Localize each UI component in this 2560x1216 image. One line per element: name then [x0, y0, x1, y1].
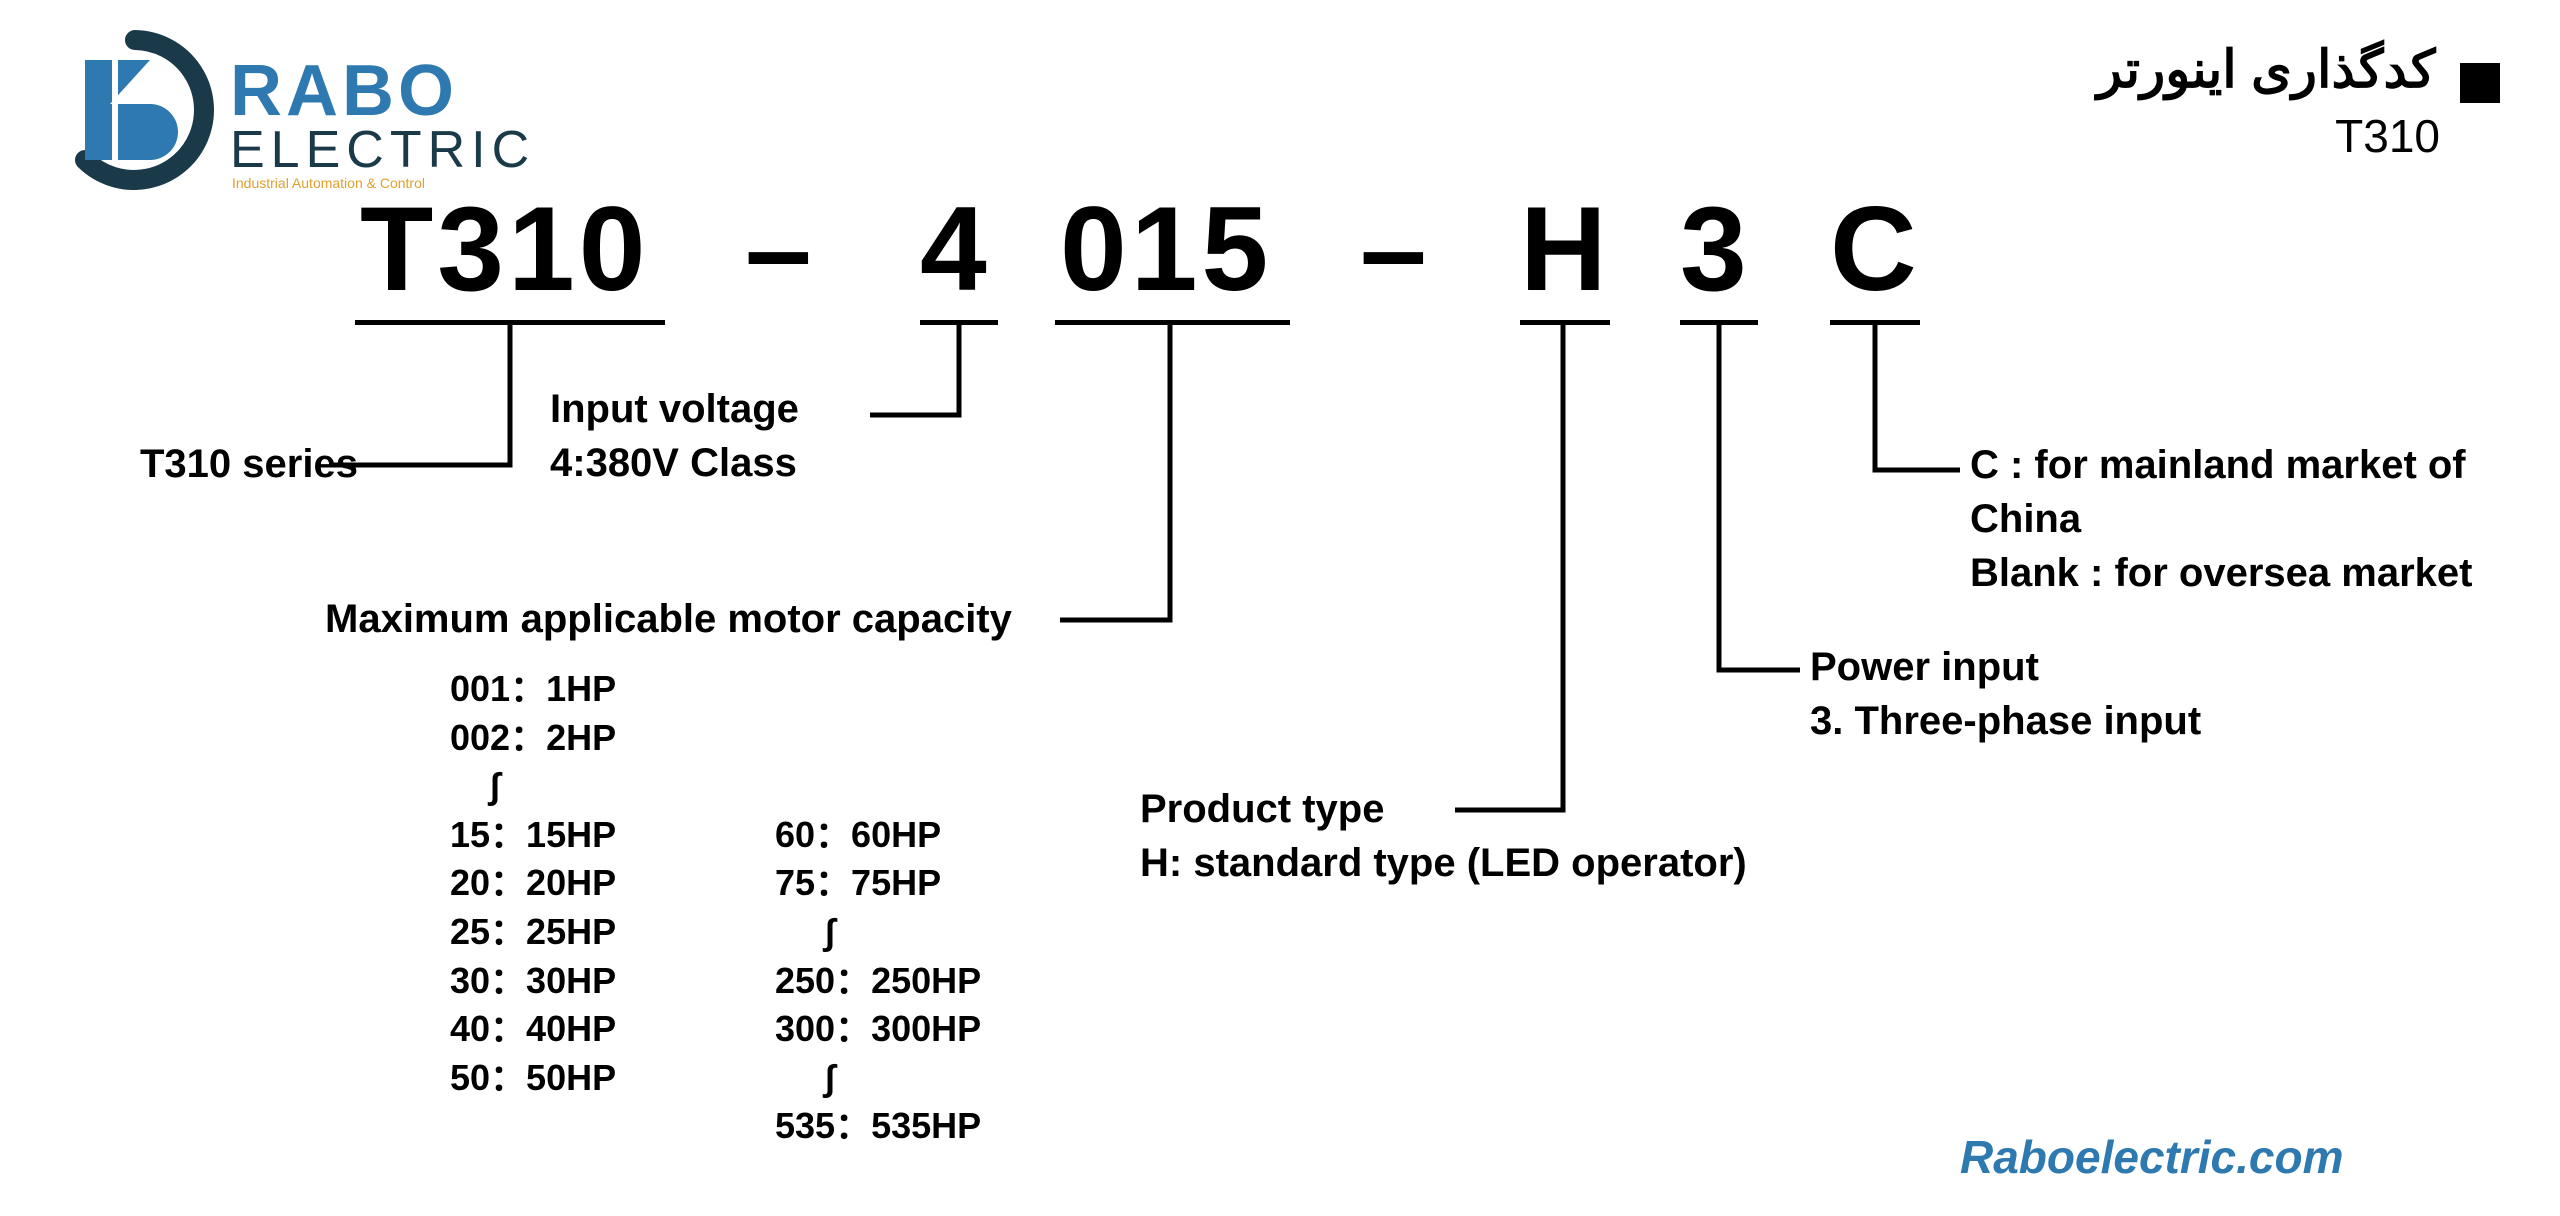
code-seg-capacity: 015	[1060, 180, 1272, 318]
underline-type	[1520, 320, 1610, 325]
title-sub: T310	[2097, 109, 2440, 163]
code-seg-series: T310	[360, 180, 650, 318]
title-main: کدگذاری اینورتر	[2097, 41, 2436, 99]
footer-url: Raboelectric.com	[1960, 1130, 2343, 1184]
label-type: Product type H: standard type (LED opera…	[1140, 782, 1747, 890]
underline-capacity	[1055, 320, 1290, 325]
capacity-list-col2: 60：60HP 75：75HP ∫ 250：250HP 300：300HP ∫ …	[775, 665, 981, 1151]
label-type-l1: Product type	[1140, 787, 1384, 831]
label-phase-l1: Power input	[1810, 645, 2039, 689]
underline-phase	[1680, 320, 1758, 325]
page-title: کدگذاری اینورتر T310	[2097, 40, 2500, 163]
underline-market	[1830, 320, 1920, 325]
code-seg-phase: 3	[1680, 180, 1751, 318]
code-seg-market: C	[1830, 180, 1921, 318]
capacity-list-col1: 001：1HP 002：2HP ∫ 15：15HP 20：20HP 25：25H…	[450, 665, 616, 1102]
label-voltage-l1: Input voltage	[550, 387, 799, 431]
underline-voltage	[920, 320, 998, 325]
logo-mark-icon	[55, 30, 220, 190]
logo: RABO ELECTRIC Industrial Automation & Co…	[55, 30, 475, 190]
label-market-l2: Blank : for oversea market	[1970, 551, 2472, 595]
code-seg-voltage: 4	[920, 180, 991, 318]
label-series: T310 series	[140, 437, 358, 491]
label-type-l2: H: standard type (LED operator)	[1140, 841, 1747, 885]
logo-sub: ELECTRIC	[230, 120, 535, 180]
label-voltage: Input voltage 4:380V Class	[550, 382, 799, 490]
label-capacity-title: Maximum applicable motor capacity	[325, 592, 1012, 646]
label-phase: Power input 3. Three-phase input	[1810, 640, 2201, 748]
label-market-l1: C : for mainland market of China	[1970, 443, 2466, 541]
underline-series	[355, 320, 665, 325]
code-dash: –	[745, 180, 816, 318]
code-seg-type: H	[1520, 180, 1611, 318]
label-voltage-l2: 4:380V Class	[550, 441, 797, 485]
code-dash: –	[1360, 180, 1431, 318]
label-market: C : for mainland market of China Blank :…	[1970, 438, 2560, 600]
title-bullet-icon	[2460, 63, 2500, 103]
label-phase-l2: 3. Three-phase input	[1810, 699, 2201, 743]
